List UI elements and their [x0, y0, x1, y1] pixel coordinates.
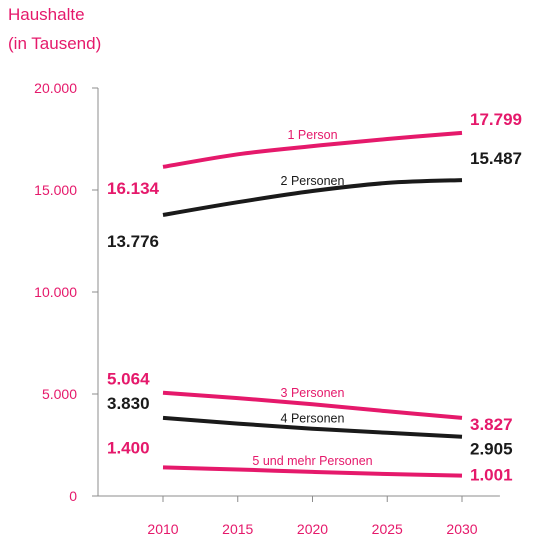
y-tick-label: 10.000: [34, 284, 77, 300]
x-tick-label: 2025: [372, 521, 403, 537]
series-start-value-label: 13.776: [107, 232, 159, 251]
series-name-label: 3 Personen: [281, 386, 345, 400]
y-tick-label: 15.000: [34, 182, 77, 198]
series-line: [162, 178, 463, 217]
axes: 0 5.000 10.000 15.000 20.000 2010 2015 2020 2025…: [34, 80, 500, 537]
series-start-value-label: 16.134: [107, 179, 160, 198]
series-labels: 1 Person 16.134 17.799 2 Personen 13.776 15.4…: [107, 110, 522, 485]
series-start-value-label: 5.064: [107, 370, 150, 389]
x-tick-label: 2030: [446, 521, 477, 537]
x-tick-label: 2010: [147, 521, 178, 537]
x-tick-label: 2020: [297, 521, 328, 537]
y-axis-title-line1: Haushalte: [8, 5, 85, 24]
series-name-label: 1 Person: [287, 128, 337, 142]
series-line: [162, 415, 463, 439]
series-name-label: 4 Personen: [281, 412, 345, 426]
series-lines: [162, 130, 463, 478]
y-tick-label: 0: [69, 488, 77, 504]
series-line: [162, 130, 463, 169]
series-end-value-label: 17.799: [470, 110, 522, 129]
y-tick-label: 20.000: [34, 80, 77, 96]
series-name-label: 5 und mehr Personen: [252, 454, 372, 468]
x-tick-label: 2015: [222, 521, 253, 537]
series-start-value-label: 3.830: [107, 394, 150, 413]
series-name-label: 2 Personen: [281, 174, 345, 188]
series-start-value-label: 1.400: [107, 438, 150, 457]
y-axis-title-line2: (in Tausend): [8, 34, 102, 53]
y-tick-label: 5.000: [42, 386, 77, 402]
series-end-value-label: 2.905: [470, 440, 513, 459]
series-end-value-label: 15.487: [470, 149, 522, 168]
series-line: [162, 465, 463, 478]
series-end-value-label: 3.827: [470, 415, 513, 434]
series-end-value-label: 1.001: [470, 466, 513, 485]
series-line: [162, 390, 463, 420]
